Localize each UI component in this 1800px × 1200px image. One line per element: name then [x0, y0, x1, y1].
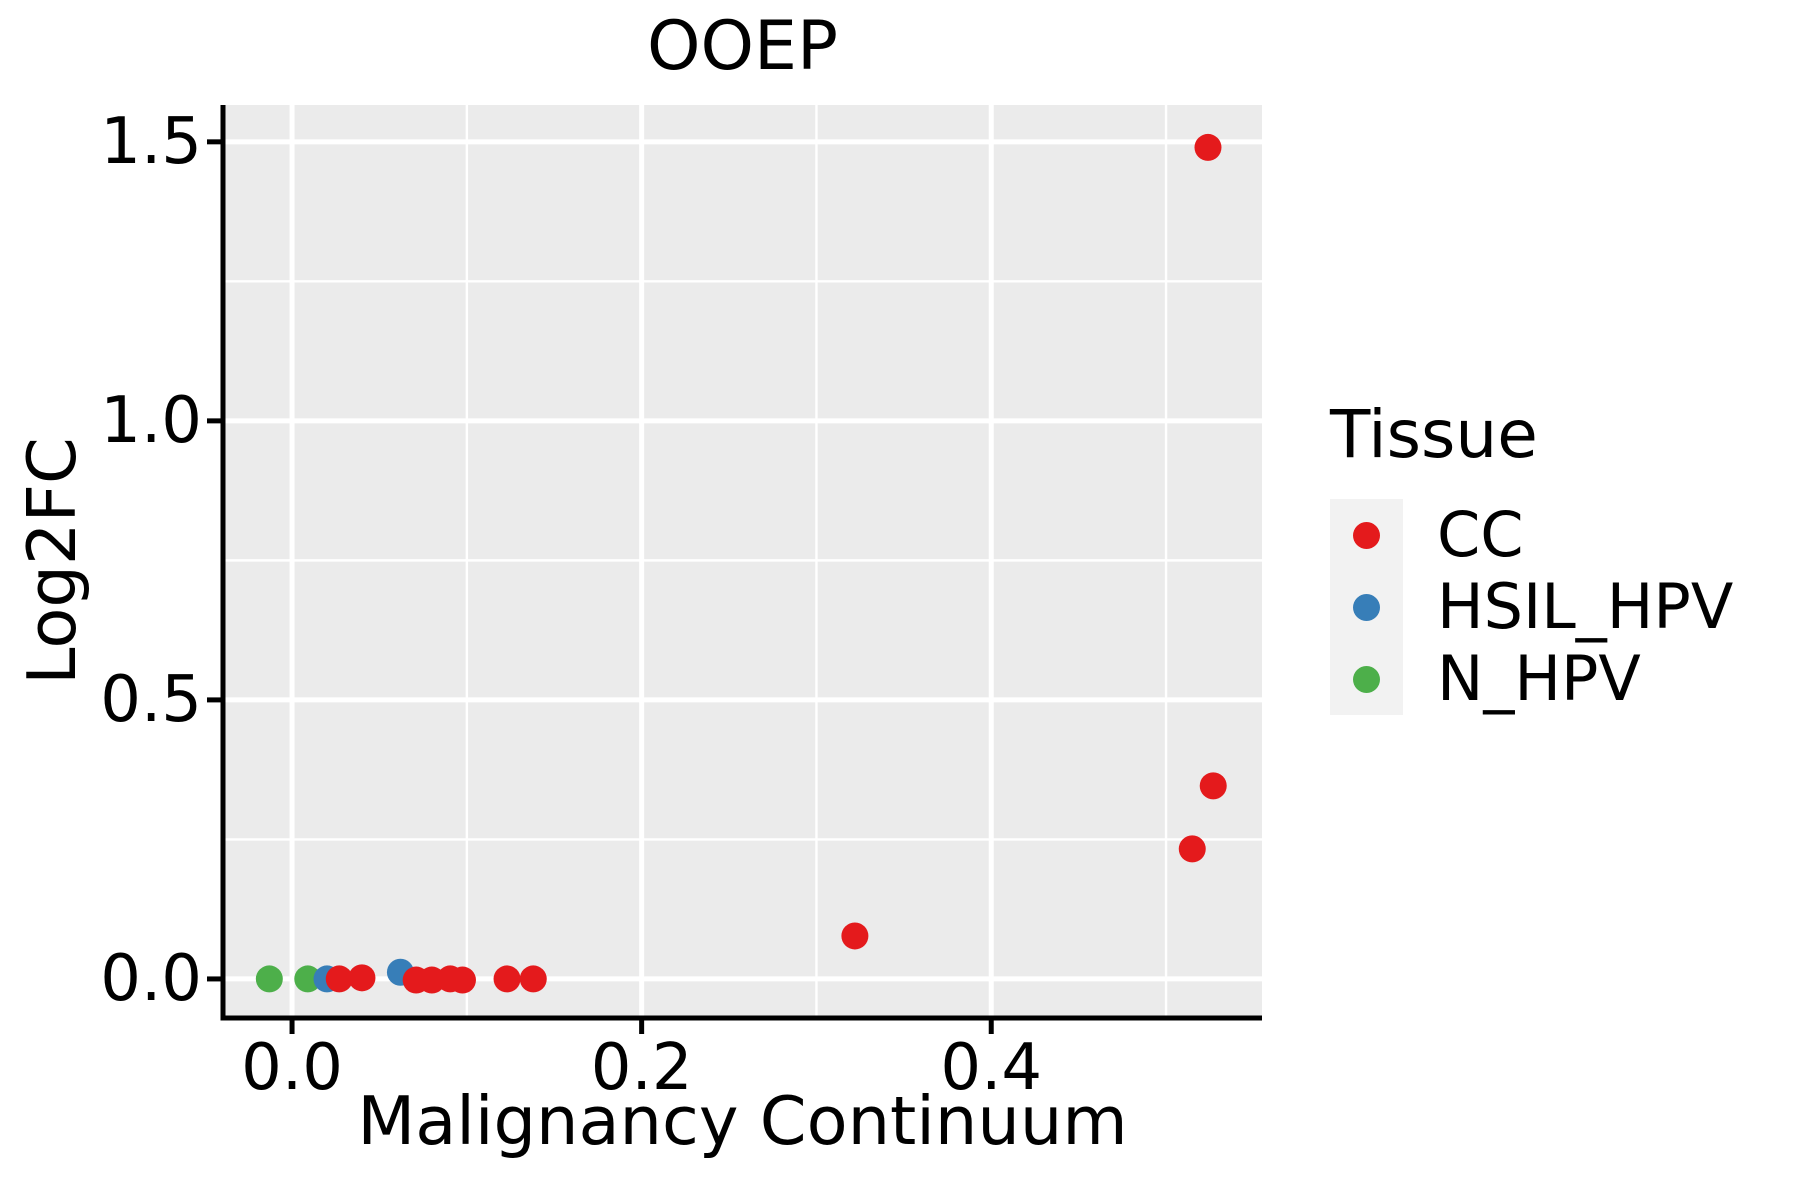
- legend-dot-icon: [1353, 665, 1380, 693]
- axes-group: [207, 105, 1262, 1034]
- points-group: [255, 133, 1227, 994]
- legend-key-box: [1330, 571, 1403, 644]
- gridlines-group: [223, 105, 1262, 1018]
- legend-key-box: [1330, 499, 1403, 572]
- legend: Tissue CC HSIL_HPV N_HPV: [1330, 396, 1734, 716]
- data-point-CC: [348, 964, 376, 992]
- legend-keys: CC HSIL_HPV N_HPV: [1330, 498, 1734, 716]
- legend-title: Tissue: [1330, 396, 1538, 473]
- y-axis-title: Log2FC: [13, 437, 91, 685]
- data-point-CC: [841, 922, 869, 950]
- x-tick-label: 0.0: [241, 1031, 343, 1105]
- data-point-CC: [1178, 835, 1206, 863]
- data-point-N_HPV: [294, 965, 322, 993]
- data-point-CC: [1199, 772, 1227, 800]
- data-point-N_HPV: [255, 965, 283, 993]
- legend-dot-icon: [1353, 521, 1380, 549]
- data-point-CC: [1194, 133, 1222, 161]
- legend-label: HSIL_HPV: [1437, 570, 1734, 644]
- legend-row: HSIL_HPV: [1330, 570, 1734, 644]
- legend-key-box: [1330, 643, 1403, 716]
- x-tick-label: 0.2: [590, 1031, 693, 1105]
- legend-label: N_HPV: [1437, 642, 1641, 716]
- y-tick-label: 1.5: [100, 104, 202, 179]
- plot-title: OOEP: [646, 7, 839, 86]
- legend-dot-icon: [1353, 593, 1380, 621]
- data-point-CC: [325, 965, 353, 993]
- y-tick-label: 0.0: [100, 941, 202, 1016]
- legend-row: CC: [1330, 498, 1733, 572]
- legend-row: N_HPV: [1330, 642, 1733, 716]
- data-point-CC: [493, 965, 521, 993]
- y-tick-label: 0.5: [100, 662, 202, 737]
- y-tick-label: 1.0: [100, 383, 202, 458]
- data-point-CC: [519, 965, 547, 993]
- x-axis-title: Malignancy Continuum: [357, 1082, 1128, 1160]
- legend-label: CC: [1437, 498, 1524, 572]
- data-point-CC: [448, 966, 476, 994]
- x-tick-label: 0.4: [940, 1031, 1043, 1105]
